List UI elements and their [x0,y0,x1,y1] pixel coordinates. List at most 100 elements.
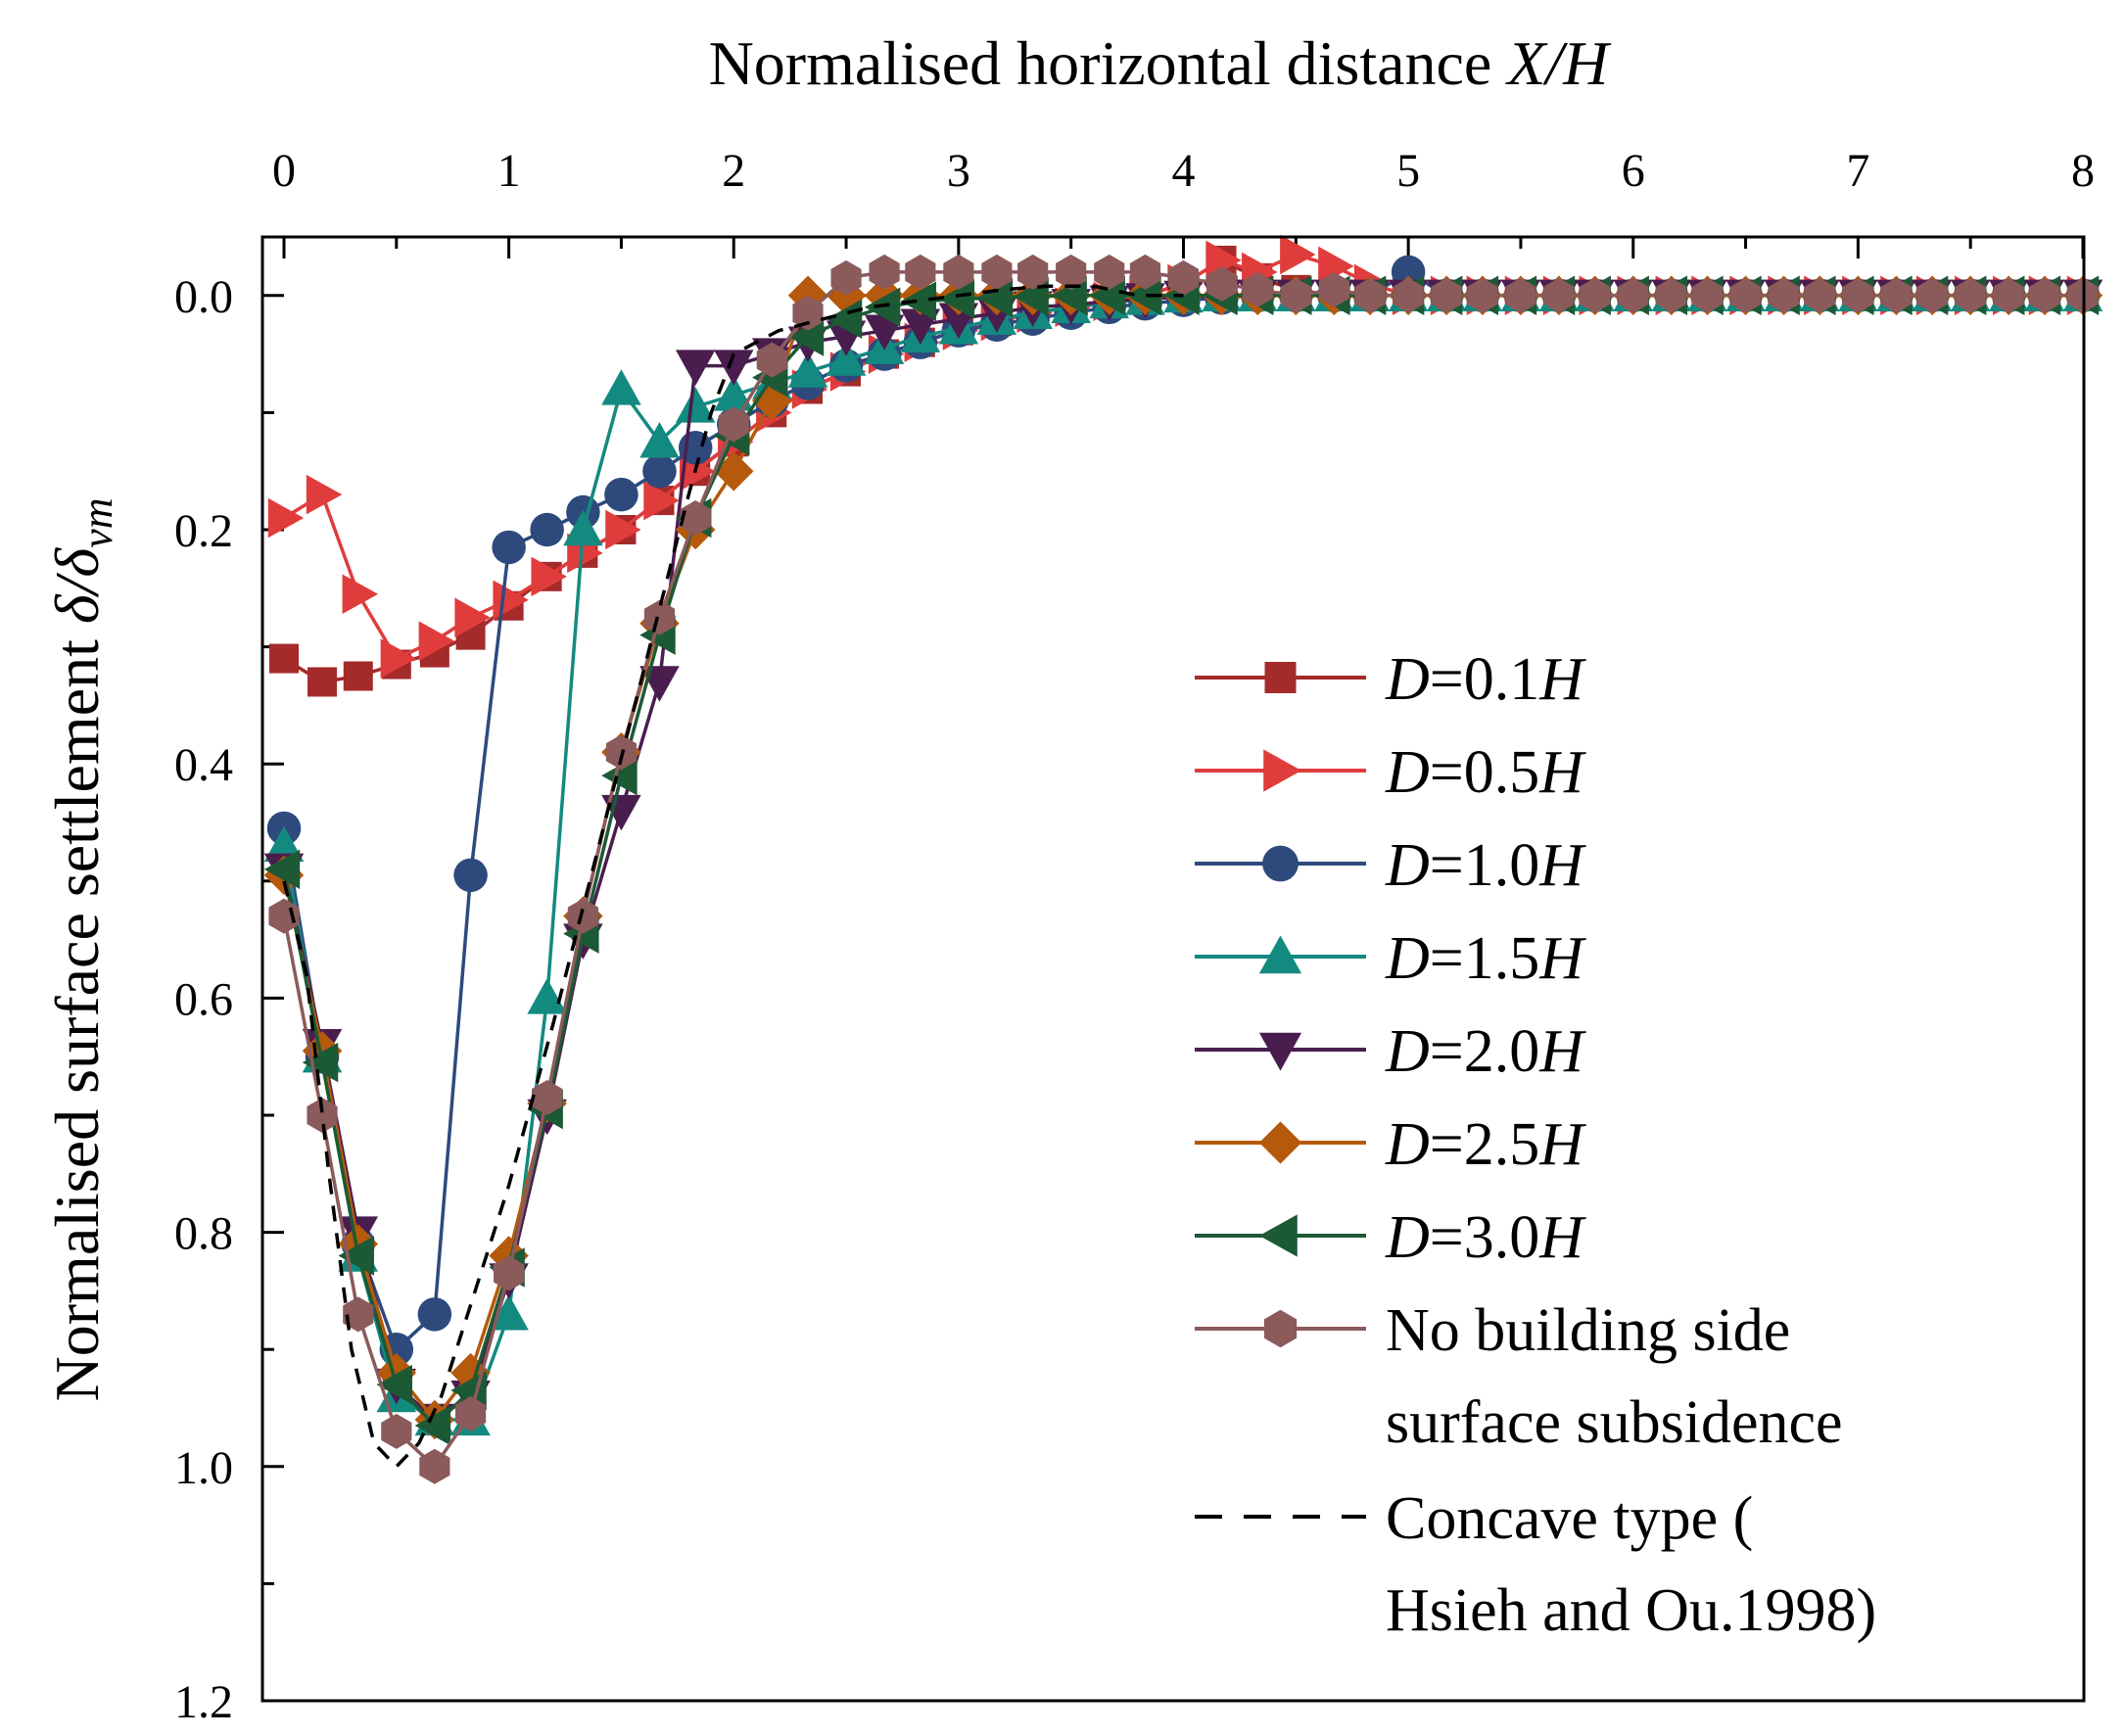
data-point [302,1042,339,1083]
data-point [489,1294,529,1331]
data-point [1656,277,1687,313]
legend-label-value: =2.5 [1430,1111,1539,1178]
data-point [307,667,338,697]
data-point [1880,277,1912,313]
legend-item-1: D=0.1H [1195,646,1586,713]
data-point [1729,277,1762,313]
legend-marker [1264,662,1297,693]
data-point [1993,277,2024,313]
legend-label: D=2.5H [1385,1111,1586,1178]
data-point [1094,254,1125,290]
series-6 [263,275,2103,1440]
legend-label-var: D [1385,1018,1430,1085]
y-tick-label: 1.2 [174,1676,233,1728]
data-point [454,597,491,637]
data-point [943,254,974,290]
x-tick-label: 4 [1172,145,1196,197]
data-point [1955,277,1986,313]
legend-marker [1258,1214,1298,1257]
data-point [826,340,867,376]
series-8 [268,254,2099,1484]
data-point [864,287,901,328]
legend-marker [1263,749,1302,792]
data-point [718,406,749,443]
data-point [601,794,641,831]
legend-label-var: D [1385,832,1430,899]
data-point [494,1255,525,1291]
legend-label-line2: surface subsidence [1386,1389,1843,1456]
legend-label-var: D [1385,646,1430,713]
series-line [283,258,2083,684]
data-point [1017,254,1049,290]
legend-label-value: =1.5 [1430,925,1539,992]
y-tick-label: 0.0 [174,271,233,323]
data-point [269,643,299,674]
data-point [563,509,603,546]
legend-label-unit: H [1538,925,1586,992]
legend-label-line1: No building side [1386,1297,1790,1364]
data-point [830,259,862,296]
series-line [282,294,2083,1422]
legend-label: D=2.0H [1385,1018,1586,1085]
x-tick-label: 1 [497,145,521,197]
y-axis-title-text: Normalised surface settlement [42,624,112,1401]
data-point [307,1098,338,1133]
legend-item-8: No building side surface subsidence [1195,1297,1843,1456]
legend-label-unit: H [1538,832,1586,899]
series-5 [263,279,2103,1440]
legend: D=0.1HD=0.5HD=1.0HD=1.5HD=2.0HD=2.5HD=3.… [1195,646,1876,1644]
x-tick-label: 3 [947,145,970,197]
data-point [1804,277,1835,313]
x-axis-title: Normalised horizontal distance X/H [709,28,1613,98]
legend-label-unit: H [1538,1111,1586,1178]
data-point [680,500,711,537]
data-point [567,898,598,934]
data-point [1580,277,1611,313]
data-point [643,599,676,635]
data-point [2029,277,2060,313]
legend-label-var: D [1385,925,1430,992]
legend-marker [1258,1032,1302,1071]
data-point [419,1448,450,1484]
data-point [414,1405,451,1446]
legend-label-line2: Hsieh and Ou.1998) [1386,1577,1876,1644]
legend-label-line1: Concave type ( [1386,1485,1753,1552]
data-point [527,978,567,1014]
x-axis-title-text: Normalised horizontal distance [709,28,1508,98]
series-line [282,294,2083,1422]
legend-item-7: D=3.0H [1195,1204,1586,1271]
data-point [268,898,300,934]
data-point [714,375,754,411]
legend-marker [1262,845,1299,882]
y-axis-title-variable: δ/δ [42,547,112,625]
data-point [675,350,716,386]
data-point [1354,277,1386,313]
data-point [905,254,936,290]
y-tick-label: 0.2 [174,505,233,557]
data-point [826,299,863,339]
x-tick-label: 8 [2071,145,2095,197]
data-point [343,1296,374,1333]
legend-label: D=0.5H [1385,739,1586,806]
data-point [263,849,301,890]
legend-label: D=1.0H [1385,832,1586,899]
legend-item-5: D=2.0H [1195,1018,1586,1085]
data-point [1505,277,1536,313]
data-point [675,387,716,423]
legend-label-var: D [1385,739,1430,806]
data-point [1543,277,1575,313]
plot-frame [260,235,2086,1703]
data-point [455,1395,487,1431]
x-tick-label: 6 [1622,145,1645,197]
data-point [380,638,417,679]
y-tick-label: 0.6 [174,973,233,1025]
legend-label-var: D [1385,1204,1430,1271]
x-tick-label: 7 [1846,145,1869,197]
y-tick-label: 1.0 [174,1442,233,1494]
data-point [605,509,641,550]
data-point [417,1297,452,1332]
legend-label-value: =0.5 [1430,739,1539,806]
legend-marker [1263,1309,1298,1348]
y-tick-label: 0.4 [174,739,233,791]
